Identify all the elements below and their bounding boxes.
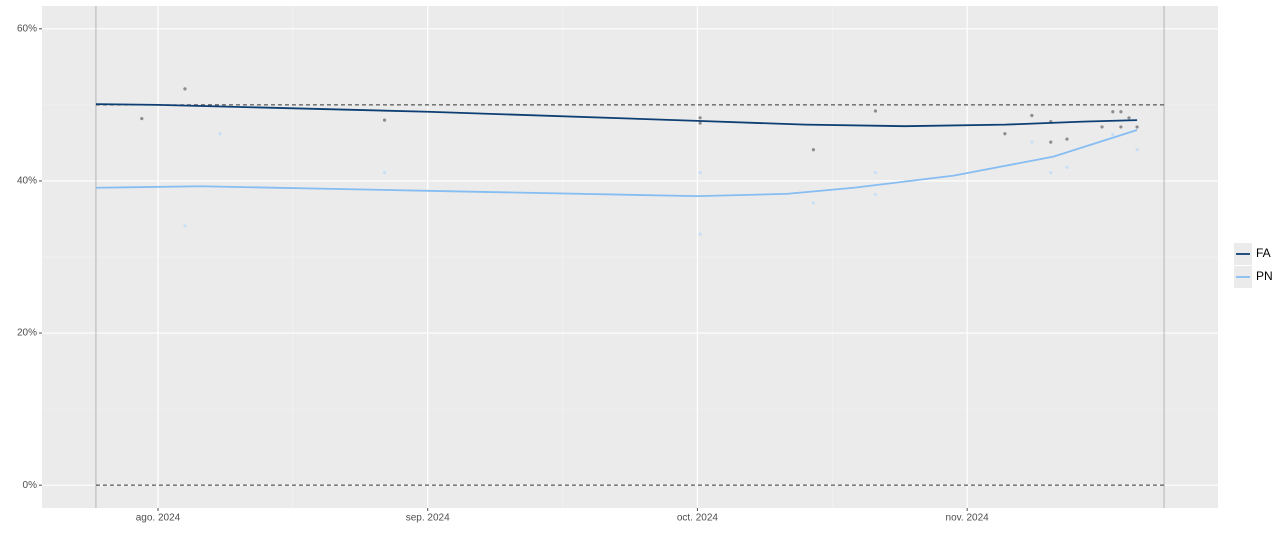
- y-tick-label: 40%: [17, 176, 37, 187]
- trend-line: [95, 103, 1138, 128]
- data-point: [1100, 125, 1104, 129]
- data-point: [698, 170, 702, 175]
- data-point: [382, 170, 387, 175]
- data-point: [1065, 165, 1069, 169]
- data-point: [1003, 132, 1007, 136]
- data-point: [1030, 140, 1034, 144]
- data-point: [873, 170, 878, 175]
- data-point: [811, 148, 816, 152]
- y-tick-label: 60%: [17, 23, 37, 34]
- data-point: [698, 116, 702, 120]
- data-point: [140, 116, 144, 121]
- legend-label: PN: [1256, 269, 1273, 283]
- data-point: [811, 201, 816, 205]
- data-point: [1135, 148, 1139, 152]
- data-point: [698, 232, 702, 236]
- data-point: [382, 118, 387, 122]
- data-point: [1127, 116, 1131, 120]
- data-point: [183, 224, 187, 228]
- y-tick-label: 20%: [17, 328, 37, 339]
- data-point: [873, 109, 878, 113]
- data-point: [698, 121, 702, 125]
- data-point: [1065, 137, 1069, 141]
- data-point: [183, 87, 187, 91]
- data-point: [1111, 132, 1115, 137]
- x-tick-label: oct. 2024: [677, 513, 719, 524]
- data-point: [1135, 125, 1139, 129]
- legend-label: FA: [1256, 246, 1271, 260]
- data-point: [218, 132, 222, 136]
- data-point: [1030, 113, 1034, 118]
- data-point: [873, 193, 878, 197]
- x-tick-label: nov. 2024: [946, 513, 990, 524]
- y-tick-label: 0%: [23, 480, 38, 491]
- data-point: [1119, 125, 1123, 129]
- data-point: [1119, 110, 1123, 114]
- data-point: [1111, 110, 1115, 114]
- x-tick-label: ago. 2024: [136, 513, 181, 524]
- data-point: [1049, 140, 1053, 144]
- x-tick-label: sep. 2024: [406, 513, 450, 524]
- trend-line: [95, 129, 1138, 198]
- data-point: [1049, 170, 1053, 175]
